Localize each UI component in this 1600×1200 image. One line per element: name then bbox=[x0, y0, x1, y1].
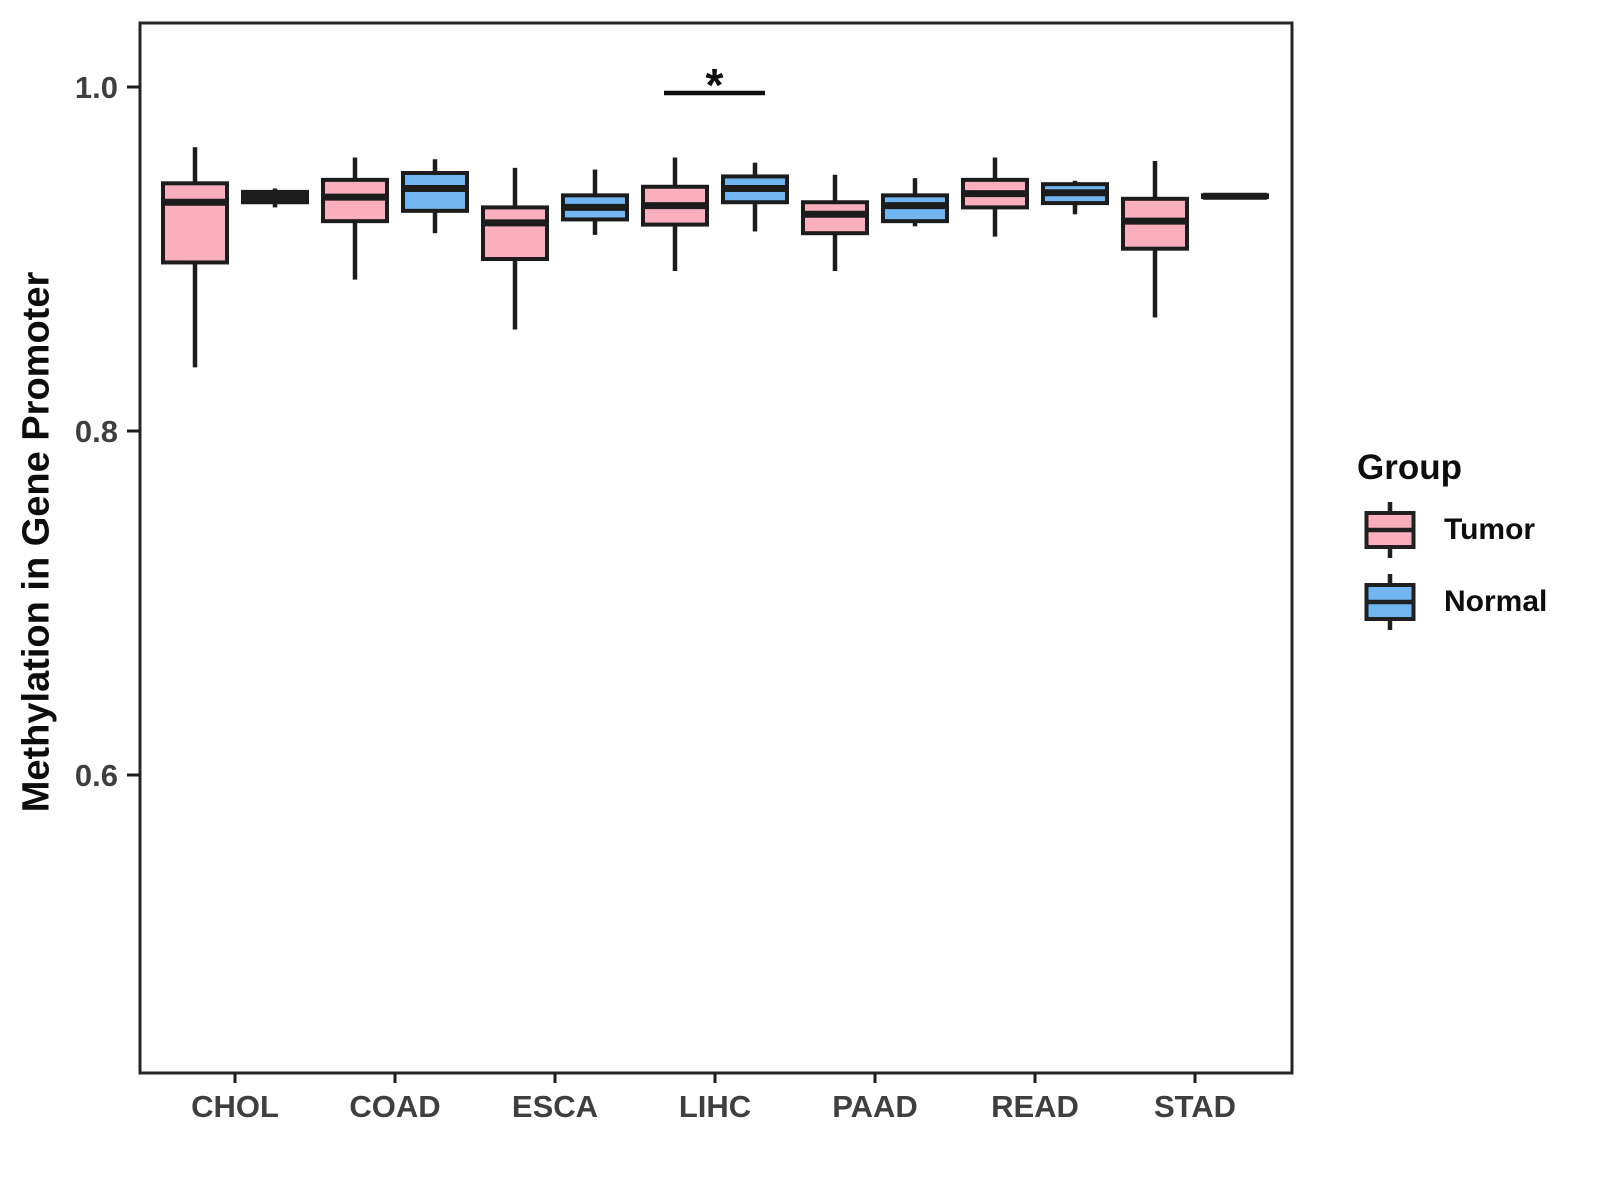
significance-star: * bbox=[706, 59, 724, 111]
y-tick-label: 1.0 bbox=[75, 70, 118, 105]
box-PAAD-Tumor bbox=[801, 174, 869, 272]
iqr-box bbox=[161, 181, 229, 265]
x-tick-label: ESCA bbox=[512, 1089, 598, 1124]
box-COAD-Normal bbox=[401, 159, 469, 234]
x-tick-label: PAAD bbox=[832, 1089, 918, 1124]
legend-label-tumor: Tumor bbox=[1444, 513, 1536, 546]
x-tick-label: CHOL bbox=[191, 1089, 279, 1124]
legend-label-normal: Normal bbox=[1444, 585, 1548, 618]
legend-item-tumor: Tumor bbox=[1363, 500, 1547, 560]
legend-item-normal: Normal bbox=[1363, 572, 1547, 632]
box-STAD-Tumor bbox=[1121, 160, 1189, 318]
iqr-box bbox=[481, 205, 549, 261]
box-LIHC-Tumor bbox=[641, 157, 709, 272]
box-READ-Tumor bbox=[961, 157, 1029, 237]
x-tick-label: LIHC bbox=[679, 1089, 751, 1124]
box-READ-Normal bbox=[1041, 180, 1109, 215]
legend-title: Group bbox=[1357, 448, 1462, 487]
box-CHOL-Tumor bbox=[161, 147, 229, 368]
box-COAD-Tumor bbox=[321, 157, 389, 280]
box-PAAD-Normal bbox=[881, 178, 949, 227]
normal-boxplot-key-icon bbox=[1364, 574, 1416, 630]
legend: Group Tumor Normal bbox=[1330, 448, 1547, 632]
y-tick-label: 0.6 bbox=[75, 758, 118, 793]
x-tick-label: READ bbox=[991, 1089, 1079, 1124]
box-CHOL-Normal bbox=[241, 188, 309, 208]
box-ESCA-Normal bbox=[561, 169, 629, 235]
box-LIHC-Normal bbox=[721, 162, 789, 232]
tumor-boxplot-key-icon bbox=[1364, 502, 1416, 558]
box-ESCA-Tumor bbox=[481, 167, 549, 330]
box-STAD-Normal bbox=[1201, 192, 1269, 200]
y-axis-title: Methylation in Gene Promoter bbox=[15, 271, 58, 813]
y-tick-label: 0.8 bbox=[75, 414, 118, 449]
panel-border bbox=[138, 21, 1294, 1075]
x-tick-label: STAD bbox=[1154, 1089, 1236, 1124]
x-tick-label: COAD bbox=[349, 1089, 440, 1124]
